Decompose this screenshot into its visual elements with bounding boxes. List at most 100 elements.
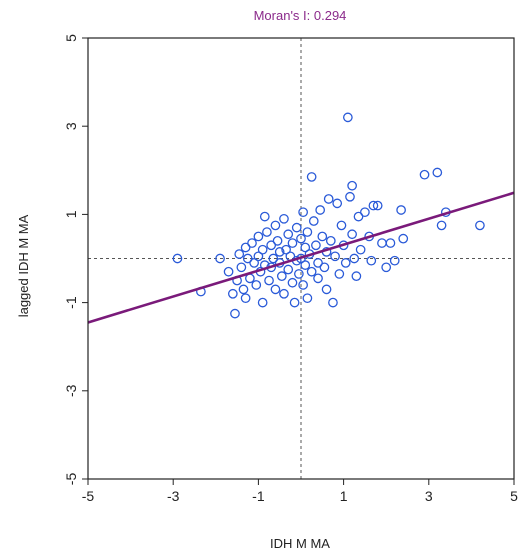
data-point	[325, 236, 336, 246]
data-point	[372, 200, 383, 211]
data-point	[268, 253, 279, 264]
data-point	[257, 297, 268, 308]
data-point	[396, 205, 406, 215]
data-point	[215, 253, 225, 264]
data-point	[315, 205, 326, 215]
data-point	[343, 112, 353, 123]
data-point	[302, 227, 313, 237]
data-point	[389, 255, 400, 266]
data-point	[289, 297, 300, 308]
data-point	[234, 249, 245, 259]
data-point	[259, 211, 270, 222]
data-point	[253, 251, 264, 262]
data-point	[281, 244, 291, 255]
regression-line	[87, 191, 515, 324]
y-axis-ticks: -5 -3 -1 1 3 5	[63, 34, 88, 485]
data-point	[306, 172, 317, 182]
data-point	[262, 227, 272, 237]
data-point	[436, 220, 447, 231]
data-point	[360, 207, 370, 218]
data-point	[355, 244, 366, 255]
data-point	[249, 258, 259, 268]
chart-title: Moran's I: 0.294	[254, 8, 347, 23]
data-point	[242, 253, 253, 264]
data-point	[264, 275, 274, 286]
data-point	[368, 200, 379, 211]
data-point	[253, 231, 264, 242]
data-point	[334, 269, 345, 279]
data-point	[366, 255, 377, 266]
data-point	[236, 262, 247, 273]
data-point	[340, 258, 351, 268]
data-point	[377, 238, 387, 248]
data-point	[300, 260, 311, 270]
data-point	[296, 233, 306, 244]
data-point	[283, 229, 294, 240]
y-tick-label: -1	[63, 296, 79, 309]
data-point	[306, 266, 317, 277]
x-tick-label: 5	[510, 488, 518, 504]
data-point	[313, 258, 323, 268]
regression-line-group	[87, 191, 515, 324]
y-axis-label: lagged IDH M MA	[16, 214, 31, 317]
data-point	[251, 280, 262, 290]
data-point	[266, 240, 277, 251]
data-point	[336, 220, 347, 231]
data-point	[432, 167, 443, 178]
data-point	[291, 222, 302, 233]
data-point	[317, 231, 328, 242]
y-tick-label: -5	[63, 473, 79, 486]
x-tick-label: -3	[167, 488, 180, 504]
data-point	[332, 198, 343, 209]
data-point	[230, 308, 240, 319]
data-point	[308, 216, 319, 226]
data-point	[257, 244, 268, 255]
data-point	[172, 253, 183, 264]
data-point	[270, 220, 281, 231]
data-point	[287, 238, 298, 248]
data-point	[311, 240, 321, 251]
data-point	[279, 288, 289, 299]
data-point	[247, 238, 257, 248]
data-point	[351, 271, 362, 281]
data-point	[240, 293, 251, 304]
data-point	[398, 233, 409, 244]
x-axis-ticks: -5 -3 -1 1 3 5	[82, 479, 518, 504]
data-point	[349, 253, 360, 264]
data-point	[313, 273, 323, 284]
data-point	[381, 262, 392, 273]
data-point	[227, 288, 238, 299]
data-point	[345, 191, 355, 202]
data-point	[328, 297, 338, 308]
x-axis-label: IDH M MA	[270, 536, 330, 551]
data-point	[298, 280, 308, 290]
data-point	[270, 284, 281, 295]
y-tick-label: 3	[63, 122, 79, 130]
data-point	[283, 264, 294, 275]
data-point	[330, 251, 340, 262]
y-tick-label: 5	[63, 34, 79, 42]
data-point	[223, 266, 234, 277]
y-tick-label: -3	[63, 384, 79, 397]
data-point	[353, 211, 364, 222]
data-point	[419, 169, 430, 180]
data-point	[475, 220, 485, 231]
data-point	[276, 271, 287, 281]
data-point	[287, 277, 298, 288]
x-tick-label: 3	[425, 488, 433, 504]
x-tick-label: -1	[252, 488, 265, 504]
data-point	[319, 262, 330, 273]
data-point	[347, 229, 357, 240]
data-point	[298, 207, 308, 218]
data-point	[240, 242, 251, 253]
y-tick-label: 1	[63, 210, 79, 218]
data-point	[294, 269, 304, 279]
x-tick-label: -5	[82, 488, 95, 504]
data-point	[347, 180, 357, 191]
plot-frame	[87, 37, 515, 480]
data-point	[274, 247, 285, 257]
data-point	[300, 242, 311, 253]
data-point	[238, 284, 249, 295]
data-point	[272, 236, 283, 246]
